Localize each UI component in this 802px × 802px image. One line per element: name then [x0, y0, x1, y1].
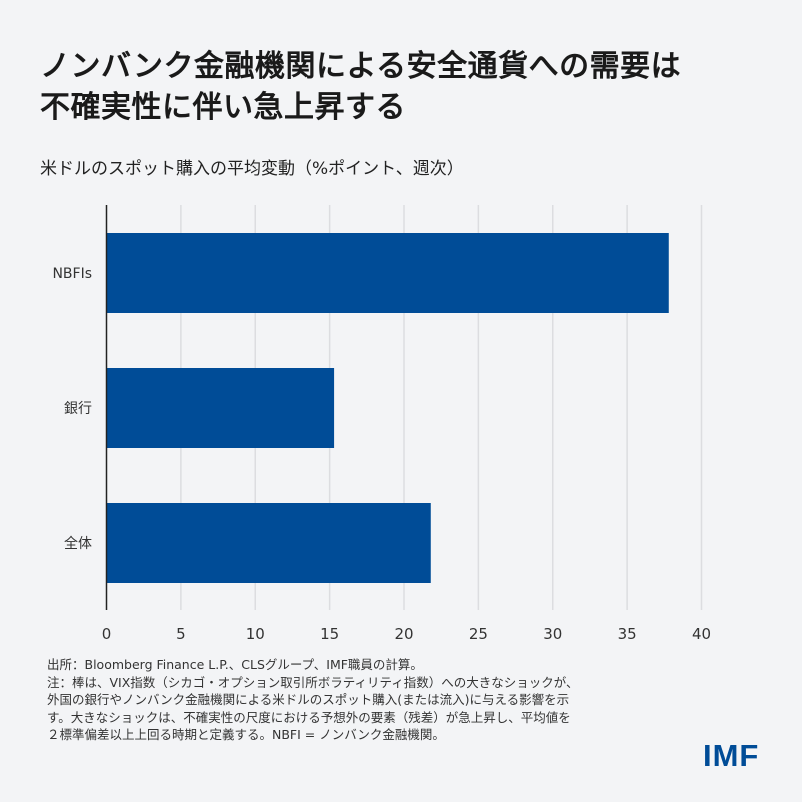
- chart-subtitle: 米ドルのスポット購入の平均変動（%ポイント、週次）: [40, 159, 464, 179]
- bar-2: [106, 368, 335, 448]
- x-tick-label: 5: [176, 625, 186, 643]
- source-note: 出所：Bloomberg Finance L.P.、CLSグループ、IMF職員の…: [47, 657, 423, 672]
- x-tick-label: 40: [692, 625, 711, 643]
- x-tick-label: 0: [102, 625, 112, 643]
- note-line-2: 外国の銀行やノンバンク金融機関による米ドルのスポット購入(または流入)に与える影…: [47, 692, 570, 707]
- x-tick-label: 10: [246, 625, 265, 643]
- y-category-label: 全体: [64, 535, 92, 552]
- x-tick-label: 35: [618, 625, 637, 643]
- bar-3: [106, 503, 431, 583]
- y-category-label: NBFIs: [52, 266, 92, 282]
- chart-title-line-2: 不確実性に伴い急上昇する: [40, 90, 406, 125]
- note-line-3: す。大きなショックは、不確実性の尺度における予想外の要素（残差）が急上昇し、平均…: [47, 709, 571, 725]
- note-line-4: ２標準偏差以上上回る時期と定義する。NBFI = ノンバンク金融機関。: [47, 727, 445, 742]
- x-tick-label: 25: [469, 625, 488, 643]
- bar-1: [106, 233, 669, 313]
- footnotes: 出所：Bloomberg Finance L.P.、CLSグループ、IMF職員の…: [47, 656, 727, 744]
- imf-logo: IMF: [703, 738, 760, 773]
- chart-title: ノンバンク金融機関による安全通貨への需要は 不確実性に伴い急上昇する: [40, 46, 780, 128]
- chart-title-line-1: ノンバンク金融機関による安全通貨への需要は: [40, 49, 682, 84]
- y-category-label: 銀行: [64, 401, 92, 417]
- note-line-1: 注：棒は、VIX指数（シカゴ・オプション取引所ボラティリティ指数）への大きなショ…: [47, 674, 579, 690]
- x-tick-label: 30: [543, 625, 562, 643]
- x-tick-label: 20: [394, 625, 413, 643]
- x-tick-label: 15: [320, 625, 339, 643]
